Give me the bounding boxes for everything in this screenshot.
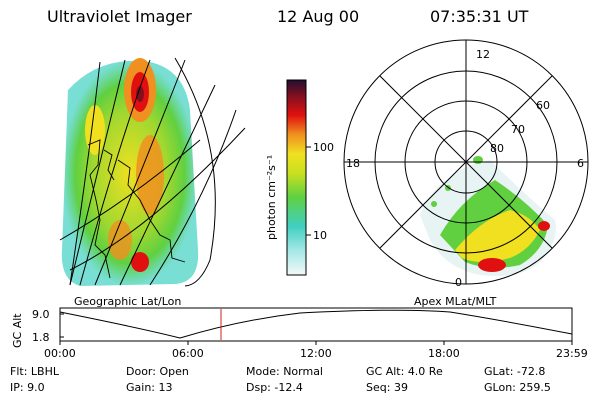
info-flt: Flt: LBHL [10,365,59,378]
strip-xtick-1200: 12:00 [300,347,332,360]
strip-xtick-0000: 00:00 [44,347,76,360]
polar-mlt-18: 18 [346,157,360,170]
info-glon: GLon: 259.5 [484,381,551,394]
info-dsp: Dsp: -12.4 [246,381,303,394]
strip-xtick-1800: 18:00 [428,347,460,360]
polar-mlt-12: 12 [476,48,490,61]
geographic-grid [59,57,246,287]
info-gain: Gain: 13 [126,381,173,394]
info-seq: Seq: 39 [366,381,408,394]
polar-lat-70: 70 [511,123,525,136]
strip-xtick-2359: 23:59 [556,347,588,360]
left-panel-caption: Geographic Lat/Lon [74,295,182,308]
info-ip: IP: 9.0 [10,381,45,394]
info-glat: GLat: -72.8 [484,365,546,378]
instrument-title: Ultraviolet Imager [47,7,192,26]
strip-axis-label: GC Alt [11,313,24,348]
strip-xtick-0600: 06:00 [172,347,204,360]
polar-mlt-0: 0 [455,276,462,289]
info-mode: Mode: Normal [246,365,323,378]
colorbar-tick-100: 100 [313,141,334,154]
strip-ytick-9: 9.0 [32,308,50,321]
time-label: 07:35:31 UT [430,7,529,26]
info-door: Door: Open [126,365,189,378]
strip-ytick-1-8: 1.8 [32,331,50,344]
polar-emission-oval [420,156,556,277]
info-gc-alt: GC Alt: 4.0 Re [366,365,443,378]
polar-lat-60: 60 [536,99,550,112]
coastline [87,139,186,279]
polar-lat-80: 80 [490,142,504,155]
polar-mlt-6: 6 [577,157,584,170]
colorbar-tick-10: 10 [313,229,327,242]
date-label: 12 Aug 00 [277,7,360,26]
polar-caption: Apex MLat/MLT [414,295,497,308]
